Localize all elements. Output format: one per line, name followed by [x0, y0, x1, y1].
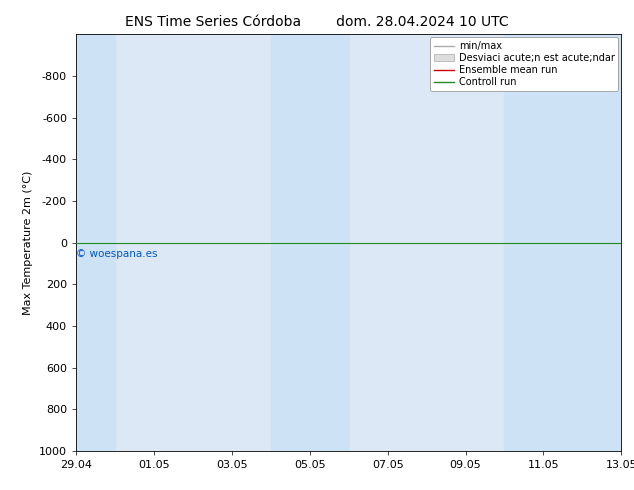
Text: ENS Time Series Córdoba        dom. 28.04.2024 10 UTC: ENS Time Series Córdoba dom. 28.04.2024 … [125, 15, 509, 29]
Y-axis label: Max Temperature 2m (°C): Max Temperature 2m (°C) [23, 171, 34, 315]
Text: © woespana.es: © woespana.es [76, 249, 158, 259]
Bar [76, 34, 115, 451]
Bar [271, 34, 349, 451]
Bar [505, 34, 621, 451]
Legend: min/max, Desviaci acute;n est acute;ndar, Ensemble mean run, Controll run: min/max, Desviaci acute;n est acute;ndar… [430, 37, 618, 91]
